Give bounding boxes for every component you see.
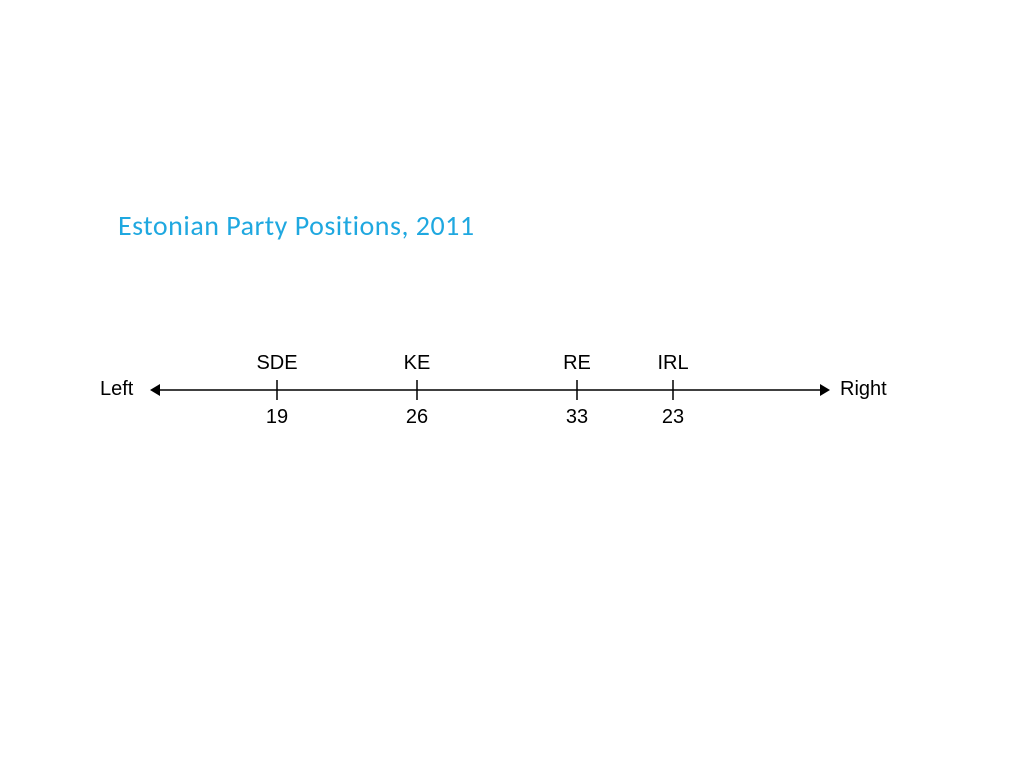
party-label: KE [404, 352, 431, 375]
party-value: 33 [566, 406, 588, 429]
party-value: 19 [266, 406, 288, 429]
party-value: 26 [406, 406, 428, 429]
axis-label-left: Left [100, 378, 133, 401]
spectrum-chart: Left Right SDE19KE26RE33IRL23 [100, 340, 880, 460]
page-title: Estonian Party Positions, 2011 [118, 208, 475, 243]
spectrum-svg [100, 340, 880, 460]
party-label: RE [563, 352, 591, 375]
party-label: IRL [657, 352, 688, 375]
party-value: 23 [662, 406, 684, 429]
party-label: SDE [256, 352, 297, 375]
axis-label-right: Right [840, 378, 887, 401]
